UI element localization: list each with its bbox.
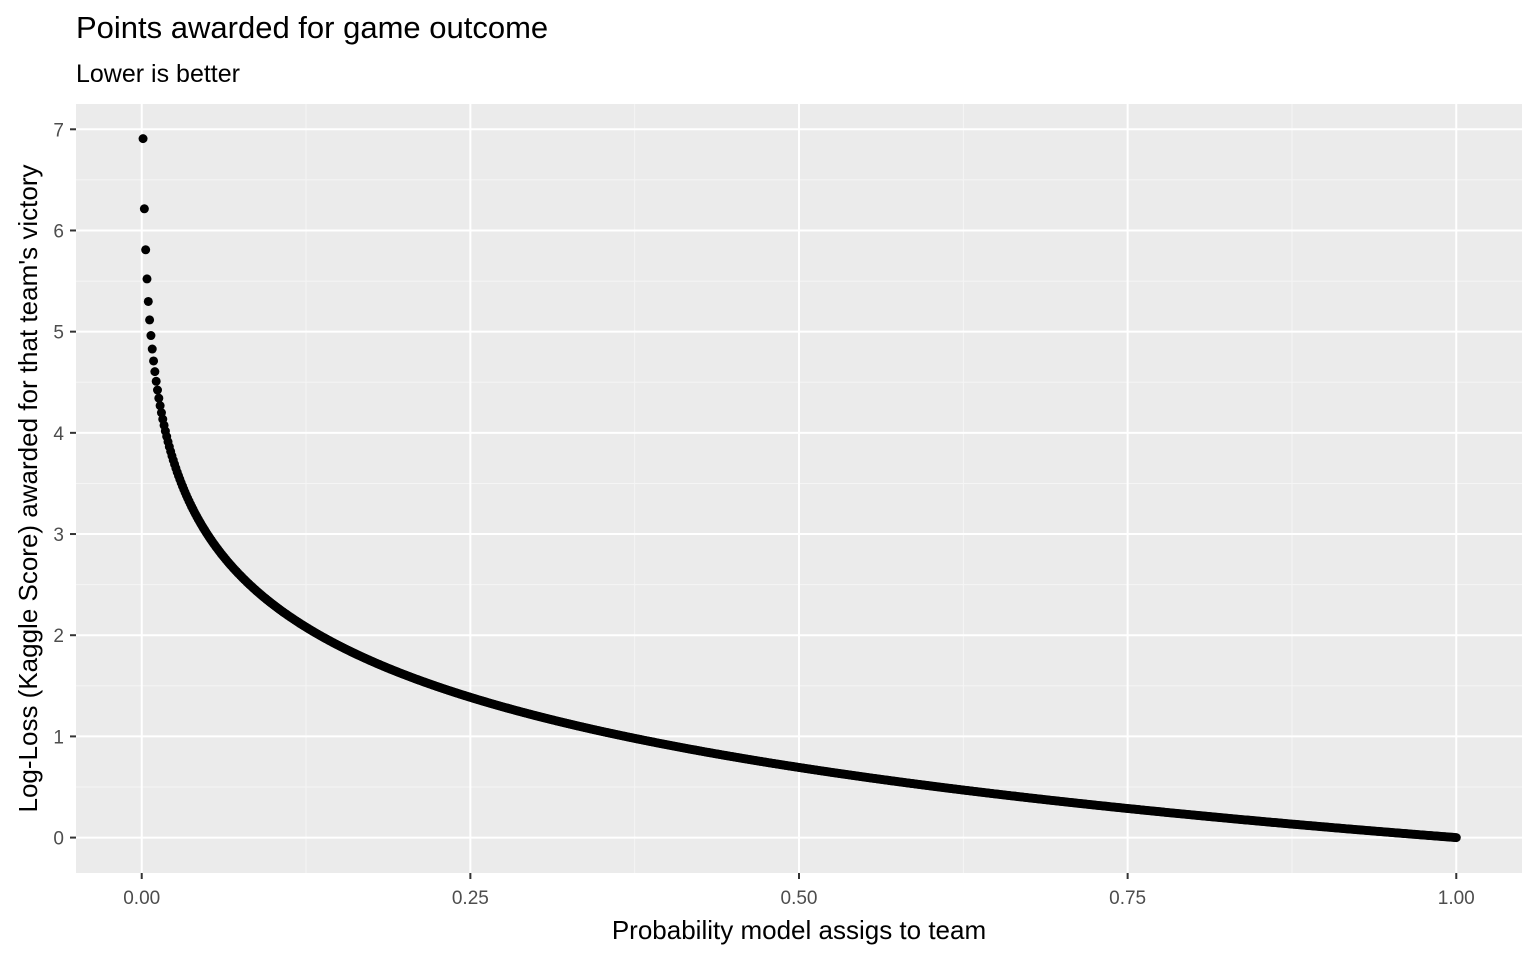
y-tick-label: 5 [53,323,64,344]
data-point [147,344,157,354]
y-tick-label: 0 [53,829,64,850]
chart-title: Points awarded for game outcome [76,10,549,45]
y-axis-title: Log-Loss (Kaggle Score) awarded for that… [13,164,43,812]
x-axis-title: Probability model assigs to team [612,915,986,945]
y-tick-label: 2 [53,626,64,647]
data-point [145,315,155,325]
x-tick-label: 0.50 [781,888,818,909]
x-tick-label: 1.00 [1438,888,1475,909]
data-point [151,376,161,386]
data-point [1451,833,1461,843]
data-point [146,331,156,341]
data-points [138,134,1461,843]
y-axis-ticks: 0 1 2 3 4 5 6 7 [53,120,76,850]
y-tick-label: 1 [53,727,64,748]
y-tick-label: 3 [53,525,64,546]
y-tick-label: 7 [53,120,64,141]
data-point [155,401,165,411]
x-tick-label: 0.00 [123,888,160,909]
data-point [149,356,159,366]
data-point [139,204,149,214]
data-point [150,367,160,377]
x-tick-label: 0.75 [1109,888,1146,909]
data-point [141,245,151,255]
y-tick-label: 6 [53,221,64,242]
data-point [153,385,162,395]
chart-subtitle: Lower is better [76,60,240,88]
major-gridlines [76,104,1522,873]
x-axis-ticks: 0.00 0.25 0.50 0.75 1.00 [123,873,1475,909]
data-point [142,274,152,284]
y-tick-label: 4 [53,424,64,445]
data-point [143,296,153,306]
data-point [154,393,164,403]
data-point [138,134,148,144]
x-tick-label: 0.25 [452,888,489,909]
